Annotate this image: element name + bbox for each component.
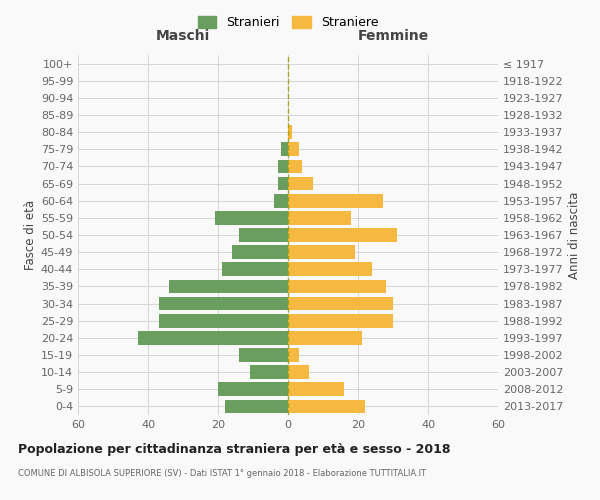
Text: Popolazione per cittadinanza straniera per età e sesso - 2018: Popolazione per cittadinanza straniera p… — [18, 442, 451, 456]
Bar — [225, 400, 288, 413]
Bar — [281, 142, 288, 156]
Y-axis label: Fasce di età: Fasce di età — [23, 200, 37, 270]
Bar — [288, 246, 355, 259]
Bar — [158, 314, 288, 328]
Bar — [288, 211, 351, 224]
Bar — [277, 160, 288, 173]
Bar — [288, 126, 292, 139]
Bar — [277, 176, 288, 190]
Bar — [288, 382, 344, 396]
Bar — [288, 400, 365, 413]
Bar — [232, 246, 288, 259]
Bar — [274, 194, 288, 207]
Bar — [288, 194, 383, 207]
Bar — [239, 228, 288, 242]
Bar — [288, 366, 309, 379]
Bar — [288, 296, 393, 310]
Bar — [288, 176, 313, 190]
Bar — [288, 160, 302, 173]
Bar — [288, 262, 372, 276]
Bar — [218, 382, 288, 396]
Bar — [169, 280, 288, 293]
Bar — [250, 366, 288, 379]
Text: COMUNE DI ALBISOLA SUPERIORE (SV) - Dati ISTAT 1° gennaio 2018 - Elaborazione TU: COMUNE DI ALBISOLA SUPERIORE (SV) - Dati… — [18, 469, 426, 478]
Bar — [288, 314, 393, 328]
Legend: Stranieri, Straniere: Stranieri, Straniere — [193, 11, 383, 34]
Bar — [239, 348, 288, 362]
Bar — [288, 228, 397, 242]
Bar — [137, 331, 288, 344]
Text: Femmine: Femmine — [358, 29, 428, 43]
Bar — [288, 331, 361, 344]
Bar — [215, 211, 288, 224]
Bar — [288, 348, 299, 362]
Bar — [158, 296, 288, 310]
Bar — [288, 142, 299, 156]
Bar — [221, 262, 288, 276]
Bar — [288, 280, 386, 293]
Y-axis label: Anni di nascita: Anni di nascita — [568, 192, 581, 278]
Text: Maschi: Maschi — [156, 29, 210, 43]
